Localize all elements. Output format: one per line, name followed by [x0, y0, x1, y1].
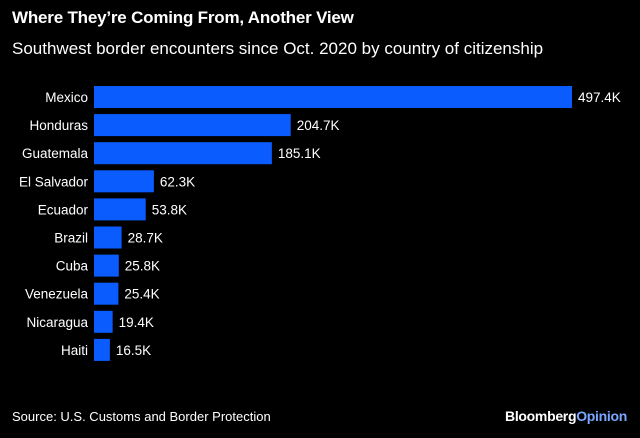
bar — [94, 114, 291, 137]
category-label: Guatemala — [22, 146, 89, 161]
bar — [94, 198, 146, 221]
chart-subtitle: Southwest border encounters since Oct. 2… — [12, 39, 544, 58]
category-label: Mexico — [45, 90, 88, 105]
bar — [94, 86, 572, 108]
value-label: 185.1K — [278, 146, 321, 161]
category-label: Nicaragua — [26, 315, 88, 330]
value-label: 497.4K — [578, 90, 621, 105]
bar — [94, 310, 113, 333]
category-label: Haiti — [61, 343, 88, 358]
category-label: El Salvador — [19, 174, 89, 189]
category-label: Cuba — [56, 259, 89, 274]
category-label: Venezuela — [25, 287, 89, 302]
bar — [94, 142, 272, 165]
source-note: Source: U.S. Customs and Border Protecti… — [12, 409, 271, 424]
category-label: Brazil — [54, 231, 88, 246]
brand-main: Bloomberg — [505, 408, 577, 424]
bloomberg-opinion-logo: BloombergOpinion — [505, 408, 627, 424]
bar-chart: Mexico 497.4K Honduras 204.7K Guatemala 185.1… — [19, 86, 621, 361]
value-label: 62.3K — [160, 174, 195, 189]
bar — [94, 282, 119, 305]
category-label: Ecuador — [38, 202, 89, 217]
value-label: 19.4K — [119, 315, 154, 330]
value-label: 28.7K — [128, 231, 163, 246]
chart-title: Where They’re Coming From, Another View — [12, 8, 354, 27]
value-label: 25.4K — [124, 287, 159, 302]
bar — [94, 226, 122, 249]
bar — [94, 170, 154, 193]
value-label: 25.8K — [125, 259, 160, 274]
brand-accent: Opinion — [576, 408, 627, 424]
bar — [94, 338, 110, 361]
value-label: 16.5K — [116, 343, 151, 358]
category-label: Honduras — [29, 118, 88, 133]
value-label: 53.8K — [152, 202, 187, 217]
value-label: 204.7K — [297, 118, 340, 133]
bar — [94, 254, 119, 277]
